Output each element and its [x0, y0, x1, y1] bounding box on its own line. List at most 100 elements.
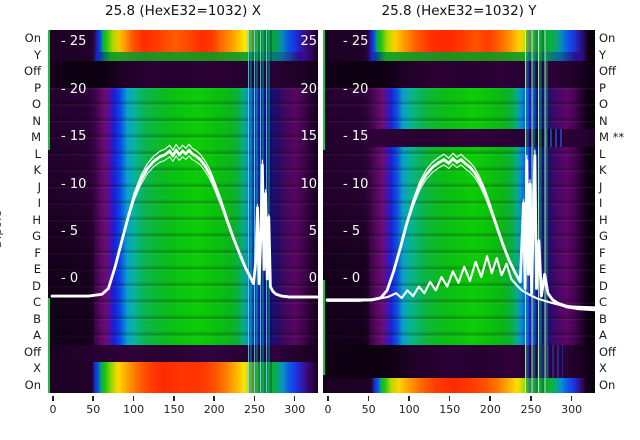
x-tick-mark [92, 396, 94, 401]
left-row-label-column: On Y Off P O N M L K J I H G F E D C B A Off X On [0, 0, 44, 440]
x-tick-label: 300 [561, 403, 583, 416]
row-label-right: C [599, 295, 608, 309]
left-plot-title: 25.8 (HexE32=1032) X [104, 3, 261, 19]
x-tick-label: 250 [244, 403, 265, 416]
green-edge-line [48, 30, 50, 150]
off-row-band-top [323, 61, 595, 88]
x-tick-mark [293, 396, 296, 401]
row-label-right: F [599, 245, 606, 260]
heatmap-plot-x: - 25 - 20 - 15 - 10 - 5 - 0 25 20 15 10 5 0 [48, 30, 318, 393]
row-label-right: Y [599, 47, 607, 62]
y-tick-label-left: - 5 [343, 224, 361, 239]
y-tick-label-right: 10 [300, 176, 317, 192]
row-label-left: J [37, 179, 41, 194]
row-label-left: P [34, 80, 41, 95]
row-label-left: D [32, 278, 41, 293]
y-tick-label-right: 25 [300, 34, 317, 49]
row-label-left: F [34, 245, 41, 260]
y-row-substrip [48, 52, 318, 61]
heatmap-plot-y: - 25 - 20 - 15 - 10 - 5 - 0 [323, 30, 595, 393]
on-row-band-top [48, 30, 318, 61]
row-label-right: J [599, 179, 603, 194]
y-tick-label-left: - 25 [343, 34, 369, 49]
on-row-band-top [323, 30, 595, 61]
x-tick-mark [408, 396, 410, 401]
on-row-band-bottom [48, 362, 318, 393]
y-tick-label-right: 5 [308, 224, 317, 239]
x-tick-mark [52, 396, 54, 401]
row-label-right: O [599, 97, 609, 111]
x-tick-label: 300 [284, 403, 306, 416]
row-label-right: K [599, 163, 607, 177]
row-label-right: H [599, 212, 608, 227]
y-tick-label-left: - 20 [61, 81, 87, 97]
row-label-right: N [599, 113, 608, 128]
y-tick-label-left: - 20 [343, 81, 369, 97]
row-label-left: B [33, 311, 41, 326]
beam-profile-curve-x [50, 143, 318, 299]
x-tick-mark [448, 396, 451, 401]
x-tick-mark [367, 396, 370, 401]
row-label-right: D [599, 278, 608, 293]
y-tick-label-left: - 15 [61, 129, 87, 144]
row-label-right: G [599, 229, 608, 243]
row-label-right: B [599, 311, 607, 326]
x-tick-label: 0 [49, 403, 57, 416]
y-tick-label-right: 0 [308, 271, 317, 286]
row-label-left: M [31, 130, 41, 144]
row-label-left: X [33, 361, 41, 375]
x-tick-label: 100 [398, 403, 420, 416]
x-tick-label: 100 [123, 403, 145, 416]
m-band-stripes [545, 129, 565, 147]
right-row-label-column: On Y Off P O N M ** L K J I H G F E D C B A Off X On [599, 0, 640, 440]
row-label-right: Off [599, 64, 616, 78]
x-tick-mark [489, 396, 491, 401]
right-plot-title: 25.8 (HexE32=1032) Y [381, 3, 537, 19]
row-label-right: E [599, 262, 607, 276]
x-tick-label: 150 [439, 403, 461, 416]
x-tick-mark [570, 396, 573, 401]
row-label-left: N [32, 113, 41, 128]
row-label-right: On [599, 31, 616, 45]
off-row-band-top [48, 61, 318, 88]
x-tick-mark [132, 396, 135, 401]
x-tick-mark [327, 396, 329, 401]
row-label-left: Off [24, 344, 41, 359]
x-tick-label: 250 [520, 403, 542, 416]
row-label-left: Y [33, 47, 41, 62]
x-tick-label: 0 [324, 403, 332, 416]
row-label-right: A [599, 328, 607, 342]
row-label-right: Off [599, 344, 616, 359]
row-label-left: On [24, 31, 41, 45]
y-tick-label-left: - 0 [61, 271, 79, 286]
row-label-left: I [37, 196, 41, 210]
green-edge-line [323, 30, 325, 150]
y-tick-label-right: 15 [300, 129, 317, 144]
x-tick-mark [213, 396, 215, 401]
y-tick-label-left: - 25 [61, 34, 87, 49]
row-label-left: C [32, 295, 41, 309]
y-row-substrip [323, 52, 595, 61]
x-tick-label: 200 [203, 403, 225, 416]
x-tick-label: 50 [361, 403, 376, 416]
x-tick-label: 200 [479, 403, 501, 416]
row-label-left: L [34, 146, 41, 161]
row-label-left: On [24, 377, 41, 392]
row-label-left: K [33, 163, 41, 177]
y-tick-label-left: - 10 [343, 176, 369, 192]
row-label-right: P [599, 80, 606, 95]
y-tick-label-left: - 0 [343, 271, 361, 286]
row-label-left: O [31, 97, 41, 111]
x-tick-label: 150 [163, 403, 185, 416]
row-label-left: H [32, 212, 41, 227]
x-tick-label: 50 [86, 403, 101, 416]
row-label-left: A [33, 328, 41, 342]
row-label-left: G [32, 229, 41, 243]
row-label-right: L [599, 146, 606, 161]
row-label-left: E [33, 262, 41, 276]
row-label-right: M ** [599, 130, 625, 144]
green-edge-line [323, 280, 325, 375]
y-tick-label-right: 20 [300, 81, 317, 97]
row-label-right: On [599, 377, 616, 392]
